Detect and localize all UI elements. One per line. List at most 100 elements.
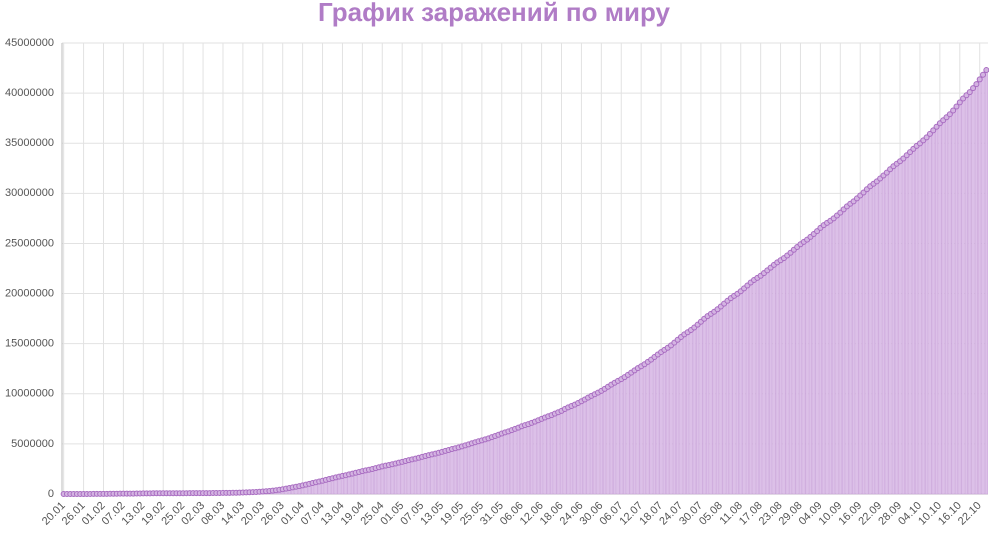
bar — [639, 365, 643, 495]
bar — [792, 249, 796, 495]
bar — [822, 224, 826, 495]
bar — [619, 378, 623, 495]
bar — [672, 342, 676, 495]
bar — [377, 467, 381, 495]
bar — [646, 361, 650, 495]
bar — [961, 98, 965, 495]
bar — [958, 102, 962, 495]
bar — [549, 414, 554, 495]
bar — [357, 471, 361, 495]
y-tick-label: 45000000 — [5, 37, 54, 49]
bar — [805, 239, 809, 495]
point — [956, 99, 963, 106]
bar — [921, 140, 925, 495]
bar — [752, 279, 756, 495]
bar — [354, 472, 358, 495]
bar — [941, 119, 945, 495]
bar — [742, 288, 746, 495]
y-tick-label: 10000000 — [5, 388, 54, 400]
bar — [523, 424, 527, 495]
bar — [586, 397, 590, 495]
bar — [948, 113, 952, 495]
bar — [397, 462, 401, 495]
bar — [881, 175, 886, 495]
bar — [778, 260, 783, 495]
bar — [696, 324, 700, 495]
bar — [762, 272, 766, 495]
bar — [898, 160, 902, 495]
chart-title: График заражений по миру — [318, 0, 670, 27]
bar — [350, 473, 354, 495]
bar — [407, 459, 411, 495]
bar — [440, 451, 444, 495]
bar — [430, 454, 434, 495]
bar — [712, 311, 716, 495]
bar — [895, 163, 899, 495]
bar — [682, 334, 686, 495]
bar — [473, 442, 477, 495]
bar — [875, 181, 879, 495]
bar — [885, 172, 889, 495]
bar — [423, 455, 428, 495]
bar — [569, 405, 574, 495]
point — [950, 107, 957, 114]
bar — [457, 447, 461, 495]
bar — [666, 347, 670, 495]
point — [973, 81, 980, 88]
bar — [769, 267, 773, 495]
bar — [938, 123, 942, 495]
bar — [393, 463, 398, 495]
y-tick-label: 0 — [48, 488, 54, 500]
bar — [466, 444, 471, 495]
bar — [500, 433, 504, 495]
bar — [915, 145, 919, 495]
bar — [865, 189, 869, 495]
bar — [387, 464, 391, 495]
bar — [599, 390, 603, 495]
point — [930, 127, 937, 134]
bar — [370, 468, 374, 495]
bar — [470, 443, 474, 495]
bar — [659, 351, 663, 495]
bar — [503, 432, 507, 495]
bar — [496, 434, 501, 495]
bar — [705, 315, 710, 495]
bar — [835, 215, 839, 495]
point — [946, 111, 953, 118]
bar — [749, 282, 753, 495]
bar — [838, 212, 842, 495]
bar — [603, 388, 607, 495]
bar — [888, 169, 892, 495]
bar — [553, 413, 557, 495]
bar — [978, 79, 982, 495]
bar — [563, 408, 567, 495]
bar — [765, 270, 769, 495]
bar — [596, 392, 600, 495]
y-tick-label: 15000000 — [5, 338, 54, 350]
bar — [460, 446, 464, 495]
bar — [453, 447, 457, 495]
bar — [662, 349, 666, 495]
bar — [944, 117, 949, 495]
bar — [516, 427, 520, 495]
bar — [420, 456, 424, 495]
point — [933, 123, 940, 130]
bar — [486, 438, 491, 495]
bar — [390, 464, 394, 495]
bar — [828, 220, 832, 495]
bar — [785, 255, 789, 495]
bar — [719, 306, 723, 495]
bar — [755, 277, 759, 495]
bar — [642, 363, 647, 495]
y-tick-label: 40000000 — [5, 87, 54, 99]
point — [970, 85, 977, 92]
bar — [533, 421, 537, 495]
bar — [669, 345, 673, 495]
bar — [798, 243, 803, 495]
bar — [520, 426, 524, 495]
bar — [818, 227, 822, 495]
bar — [971, 87, 975, 495]
bar — [845, 206, 849, 495]
bar — [825, 222, 829, 495]
